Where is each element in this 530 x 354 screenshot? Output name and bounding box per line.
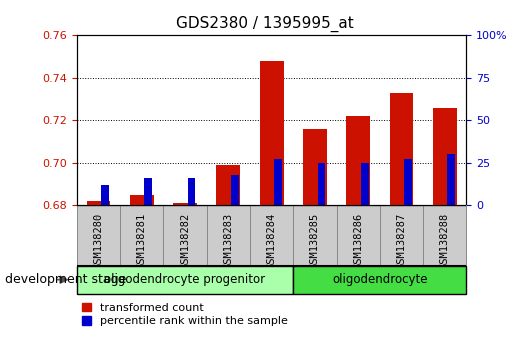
Bar bbox=[173, 203, 197, 205]
Text: development stage: development stage bbox=[5, 273, 127, 286]
Bar bbox=[231, 175, 239, 205]
Bar bbox=[260, 61, 284, 205]
Bar bbox=[188, 178, 196, 205]
Text: GSM138288: GSM138288 bbox=[440, 212, 450, 269]
Text: GSM138280: GSM138280 bbox=[93, 212, 103, 269]
Bar bbox=[77, 205, 120, 266]
Bar bbox=[250, 205, 293, 266]
Bar bbox=[101, 185, 109, 205]
Bar bbox=[361, 163, 368, 205]
Bar bbox=[404, 159, 412, 205]
Bar bbox=[317, 163, 325, 205]
Bar bbox=[433, 108, 457, 205]
Bar bbox=[346, 116, 370, 205]
Text: GSM138281: GSM138281 bbox=[137, 212, 147, 269]
Bar bbox=[293, 266, 466, 294]
Bar bbox=[77, 266, 293, 294]
Text: GDS2380 / 1395995_at: GDS2380 / 1395995_at bbox=[176, 16, 354, 32]
Text: oligodendrocyte progenitor: oligodendrocyte progenitor bbox=[104, 273, 266, 286]
Bar bbox=[144, 178, 152, 205]
Bar bbox=[163, 205, 207, 266]
Bar bbox=[390, 93, 413, 205]
Bar bbox=[120, 205, 163, 266]
Bar bbox=[274, 159, 282, 205]
Text: GSM138284: GSM138284 bbox=[267, 212, 277, 269]
Legend: transformed count, percentile rank within the sample: transformed count, percentile rank withi… bbox=[82, 303, 288, 326]
Bar bbox=[216, 165, 240, 205]
Bar bbox=[380, 205, 423, 266]
Bar bbox=[423, 205, 466, 266]
Text: GSM138287: GSM138287 bbox=[396, 212, 407, 269]
Bar bbox=[337, 205, 380, 266]
Text: GSM138285: GSM138285 bbox=[310, 212, 320, 269]
Bar bbox=[303, 129, 327, 205]
Bar bbox=[86, 201, 110, 205]
Text: GSM138286: GSM138286 bbox=[353, 212, 363, 269]
Bar bbox=[293, 205, 337, 266]
Bar bbox=[130, 195, 154, 205]
Text: GSM138283: GSM138283 bbox=[223, 212, 233, 269]
Text: GSM138282: GSM138282 bbox=[180, 212, 190, 269]
Text: oligodendrocyte: oligodendrocyte bbox=[332, 273, 428, 286]
Bar bbox=[447, 154, 455, 205]
Bar bbox=[207, 205, 250, 266]
